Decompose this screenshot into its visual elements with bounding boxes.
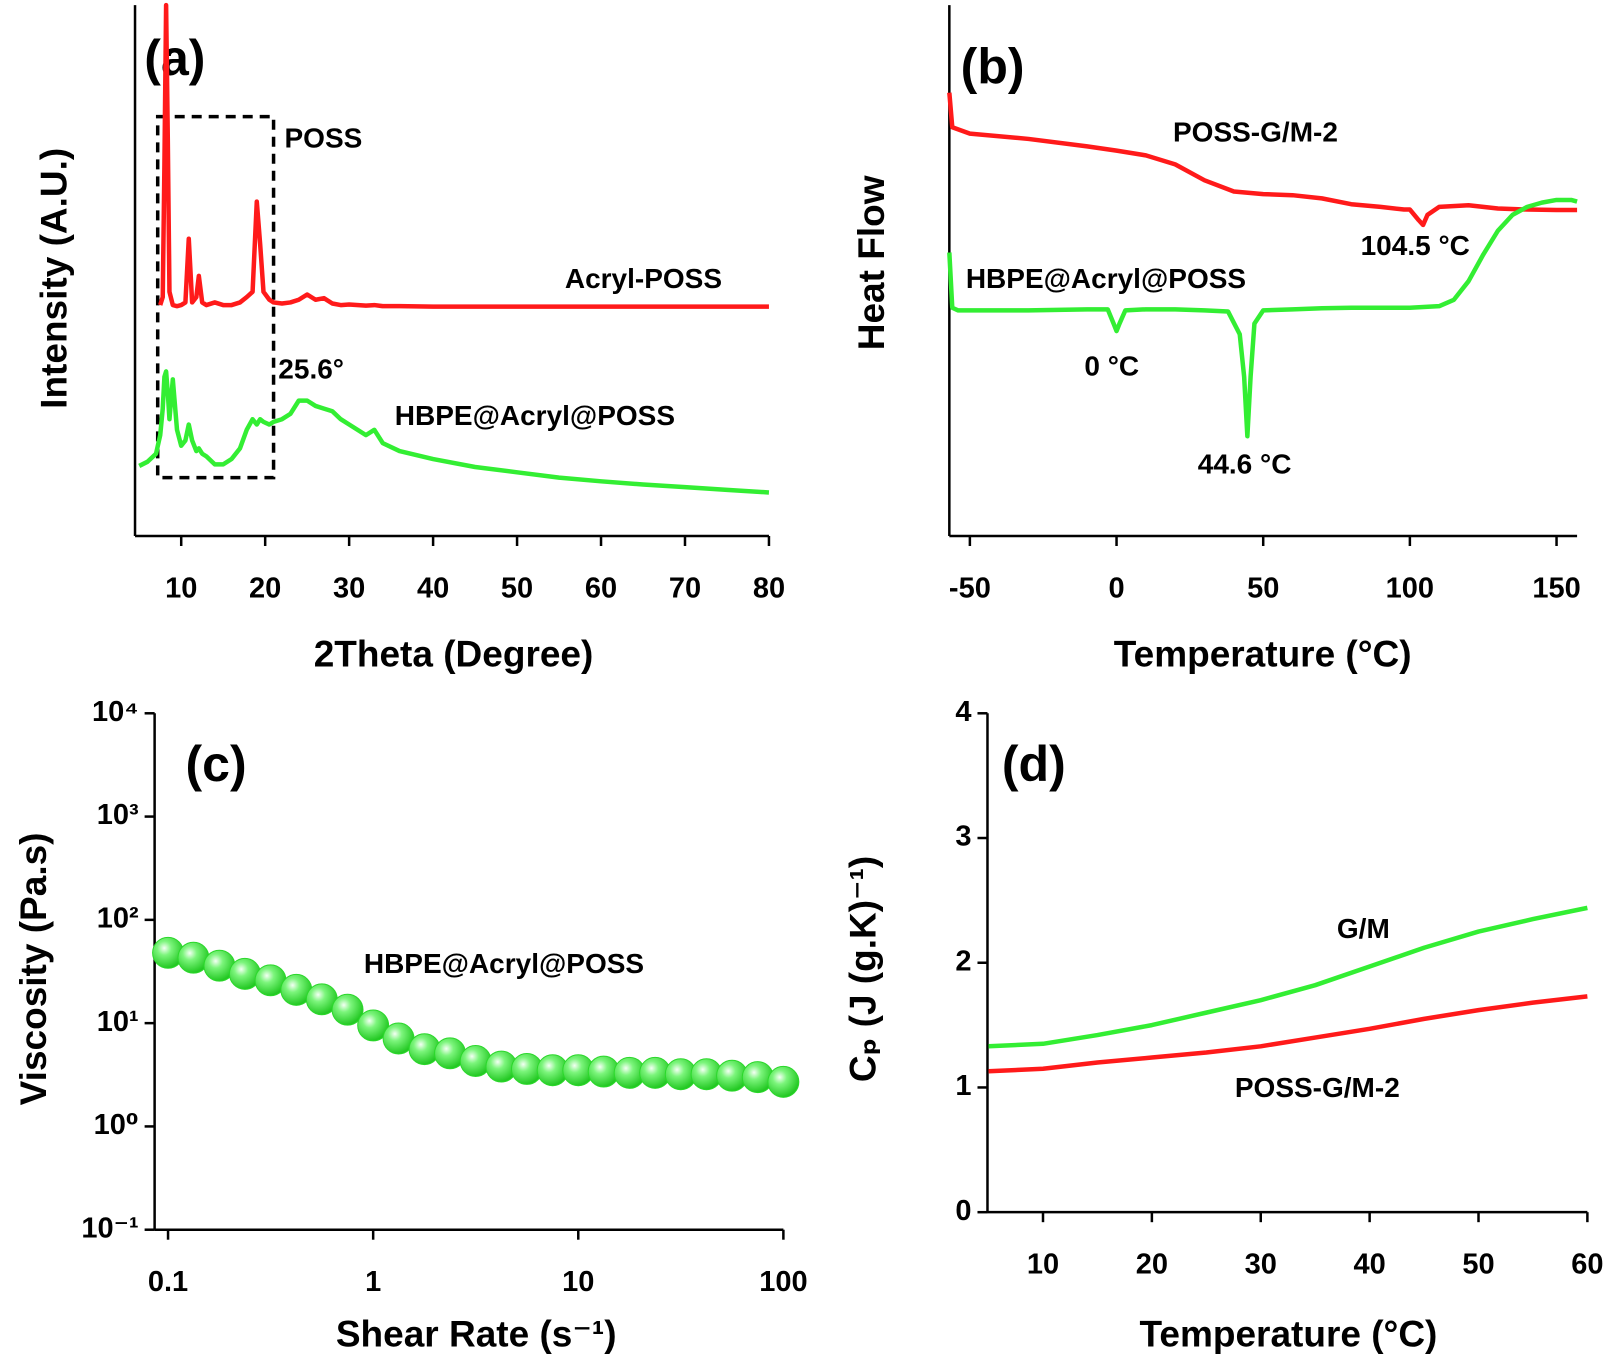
x-tick-label: 40 [1353,1248,1385,1280]
x-tick-label: 0 [1108,572,1124,604]
annotation: POSS-G/M-2 [1173,116,1338,147]
data-line [138,369,770,495]
x-tick-label: 30 [1245,1248,1277,1280]
y-tick-label: 10¹ [97,1006,139,1038]
y-tick-label: 10² [97,903,139,935]
x-axis-title: Temperature (°C) [1114,633,1412,674]
y-tick-label: 10⁰ [94,1109,139,1141]
x-tick-label: -50 [949,572,991,604]
x-tick-label: 30 [333,572,365,604]
data-line [988,905,1588,1049]
highlight-box [155,114,276,480]
x-axis-title: Shear Rate (s⁻¹) [336,1314,617,1355]
annotation: 104.5 °C [1361,230,1470,261]
data-line [947,92,1578,228]
x-tick-label: 50 [1247,572,1279,604]
x-tick-label: 70 [669,572,701,604]
x-tick-label: 20 [1136,1248,1168,1280]
panel-label: (a) [144,30,205,86]
annotation: 44.6 °C [1198,448,1292,479]
y-tick-label: 1 [955,1070,971,1102]
data-line [947,197,1578,439]
x-tick-label: 100 [759,1266,807,1298]
panel-label: (c) [186,736,247,792]
annotation: HBPE@Acryl@POSS [966,263,1246,294]
y-axis-title: Viscosity (Pa.s) [13,833,54,1106]
data-point [331,993,364,1026]
annotation: HBPE@Acryl@POSS [395,400,675,431]
annotation: 0 °C [1084,350,1139,381]
y-axis-title: Heat Flow [851,175,892,350]
data-line [158,2,769,309]
data-point [767,1065,800,1098]
panel-label: (b) [961,38,1025,94]
data-line [988,994,1588,1074]
y-tick-label: 0 [955,1195,971,1227]
y-tick-label: 4 [955,696,971,728]
data-point [357,1009,390,1042]
x-tick-label: 0.1 [148,1266,188,1298]
x-tick-label: 50 [1462,1248,1494,1280]
x-tick-label: 20 [249,572,281,604]
x-tick-label: 80 [753,572,785,604]
x-axis-title: Temperature (°C) [1140,1314,1438,1355]
annotation: POSS [284,123,362,154]
y-axis-title: Cₚ (J (g.K)⁻¹) [843,856,884,1082]
x-tick-label: 1 [365,1266,381,1298]
y-axis-title: Intensity (A.U.) [33,148,74,409]
x-tick-label: 40 [417,572,449,604]
y-tick-label: 3 [955,821,971,853]
y-tick-label: 2 [955,945,971,977]
annotation: 25.6° [278,353,344,384]
x-tick-label: 10 [165,572,197,604]
y-tick-label: 10⁴ [92,696,139,728]
x-tick-label: 50 [501,572,533,604]
x-tick-label: 150 [1532,572,1580,604]
x-tick-label: 10 [562,1266,594,1298]
x-tick-label: 10 [1027,1248,1059,1280]
x-tick-label: 60 [1571,1248,1603,1280]
panel-label: (d) [1002,736,1066,792]
annotation: G/M [1337,913,1390,944]
y-tick-label: 10³ [97,799,139,831]
annotation: POSS-G/M-2 [1235,1072,1400,1103]
x-tick-label: 100 [1386,572,1434,604]
annotation: HBPE@Acryl@POSS [364,948,644,979]
annotation: Acryl-POSS [565,263,722,294]
x-axis-title: 2Theta (Degree) [314,633,594,674]
y-tick-label: 10⁻¹ [81,1212,138,1244]
x-tick-label: 60 [585,572,617,604]
